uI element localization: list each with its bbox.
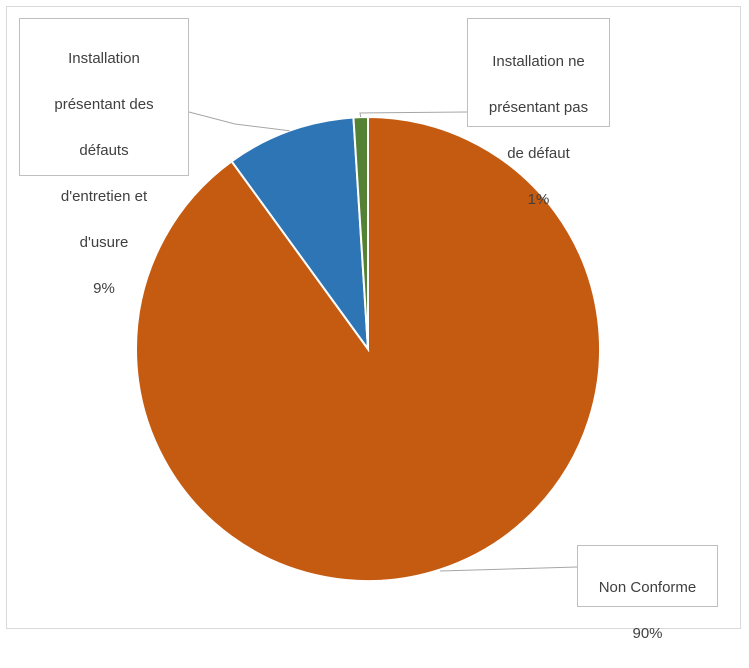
label-sans-defaut-line3: de défaut <box>507 145 570 162</box>
label-sans-defaut-line1: Installation ne <box>492 53 585 70</box>
label-defauts-line1: Installation <box>68 50 140 67</box>
label-defauts-line3: défauts <box>79 142 129 159</box>
leader-sans-defaut <box>359 111 468 118</box>
label-sans-defaut: Installation ne présentant pas de défaut… <box>467 18 610 208</box>
leader-defauts <box>188 111 290 132</box>
label-defauts-line4: d'entretien et <box>60 188 148 205</box>
label-sans-defaut-line2: présentant pas <box>488 99 589 116</box>
label-defauts: Installation présentant des défauts d'en… <box>19 18 189 297</box>
slice-defauts <box>230 116 370 353</box>
pie-chart <box>135 111 601 582</box>
label-non-conforme: Non Conforme 90% <box>577 545 718 642</box>
label-non-conforme-pct: 90% <box>632 625 663 642</box>
label-sans-defaut-pct: 1% <box>527 191 550 208</box>
leader-non-conforme <box>439 566 578 572</box>
label-non-conforme-line1: Non Conforme <box>598 579 697 596</box>
label-defauts-line5: d'usure <box>79 234 129 251</box>
label-defauts-pct: 9% <box>93 280 115 297</box>
slice-sans-defaut <box>352 115 369 350</box>
label-defauts-line2: présentant des <box>54 96 154 113</box>
